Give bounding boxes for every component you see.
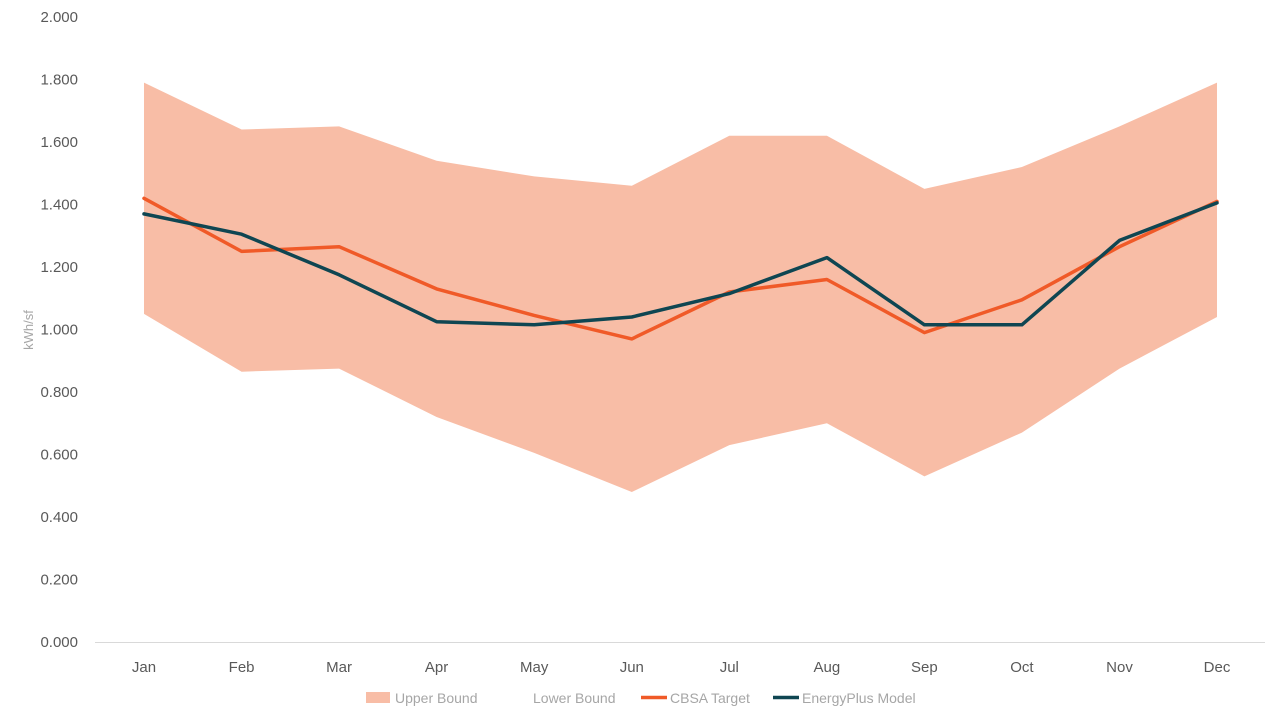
y-tick-label: 1.600 [40,134,78,151]
legend-label-lower-bound: Lower Bound [533,690,616,706]
y-tick-label: 1.000 [40,322,78,339]
x-tick-label: Mar [326,659,352,676]
y-axis-label: kWh/sf [21,310,36,350]
x-tick-label: Dec [1204,659,1231,676]
x-tick-label: Jul [720,659,739,676]
y-tick-label: 1.800 [40,72,78,89]
x-tick-label: May [520,659,549,676]
x-tick-label: Sep [911,659,938,676]
y-tick-label: 0.200 [40,572,78,589]
series-line-energyplus-model [142,201,1219,327]
legend-label-cbsa-target: CBSA Target [670,690,750,706]
y-tick-label: 0.400 [40,509,78,526]
x-tick-label: Feb [229,659,255,676]
y-tick-label: 1.400 [40,197,78,214]
x-axis-ticks: Jan Feb Mar Apr May Jun Jul Aug Sep Oct Nov Dec [132,659,1231,676]
x-tick-label: Aug [814,659,841,676]
x-tick-label: Apr [425,659,448,676]
legend: Upper Bound Lower Bound CBSA Target Ener… [366,690,916,706]
y-tick-label: 0.800 [40,384,78,401]
y-tick-label: 2.000 [40,9,78,26]
y-tick-label: 0.600 [40,447,78,464]
bound-band-area [144,82,1217,492]
y-tick-label: 0.000 [40,634,78,651]
x-tick-label: Jun [620,659,644,676]
legend-swatch-upper-bound [366,692,390,703]
series-line-cbsa-target [142,196,1219,341]
series-layer [142,196,1219,341]
y-axis-ticks: 0.000 0.200 0.400 0.600 0.800 1.000 1.200 1.400… [40,9,78,651]
legend-label-upper-bound: Upper Bound [395,690,478,706]
bound-band-layer [144,82,1217,492]
x-tick-label: Oct [1010,659,1034,676]
x-tick-label: Nov [1106,659,1133,676]
y-tick-label: 1.200 [40,259,78,276]
x-tick-label: Jan [132,659,156,676]
legend-label-energyplus-model: EnergyPlus Model [802,690,916,706]
